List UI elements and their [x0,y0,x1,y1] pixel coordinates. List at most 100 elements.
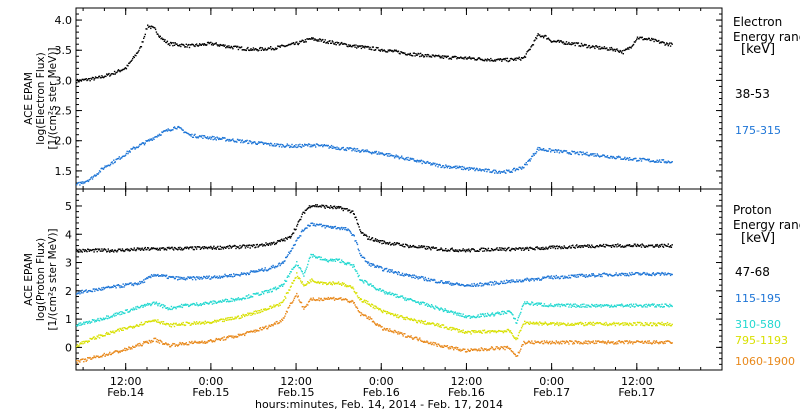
data-point [310,253,312,256]
data-point [610,305,612,307]
data-point [331,206,333,208]
data-point [606,49,609,51]
data-point [483,250,486,252]
data-point [236,273,238,276]
data-point [296,239,298,241]
data-point [372,46,374,48]
data-point [554,149,557,151]
data-point [488,314,490,316]
data-point [257,270,259,273]
data-point [557,303,560,305]
data-point [561,151,564,154]
data-point [82,343,84,345]
data-point [134,282,136,284]
data-point [645,274,647,276]
data-point [377,240,379,243]
data-point [568,324,570,326]
data-point [221,275,223,278]
data-point [624,49,626,52]
y-tick-label: 5 [65,200,72,213]
data-point [418,53,420,55]
data-point [438,164,440,166]
data-point [241,245,243,247]
data-point [557,39,559,42]
data-point [458,312,460,315]
data-point [87,179,89,182]
y-axis-label: log(Electron Flux) [35,52,47,144]
data-point [273,266,275,268]
data-point [97,355,99,357]
data-point [382,50,384,52]
data-point [524,303,527,305]
data-point [77,345,79,347]
data-point [147,26,150,28]
data-point [561,323,563,325]
data-point [137,247,139,249]
data-point [265,242,267,244]
data-point [477,285,479,287]
data-point [255,48,257,50]
data-point [623,246,625,248]
data-point [368,151,370,153]
data-point [457,331,460,333]
data-point [562,247,565,250]
data-point [148,320,150,322]
data-point [507,280,509,282]
data-point [639,244,641,247]
data-point [372,263,374,265]
data-point [137,306,139,308]
data-point [356,47,358,49]
data-point [172,307,174,309]
data-point [264,267,266,269]
data-point [234,140,236,143]
data-point [386,155,389,157]
data-point [418,245,420,247]
data-point [376,307,378,309]
data-point [191,276,193,278]
data-point [486,330,489,333]
data-point [131,248,133,251]
data-point [512,314,514,316]
data-point [230,45,232,48]
data-point [553,245,555,247]
data-point [572,151,574,153]
data-point [100,250,102,252]
data-point [333,43,335,45]
data-point [250,48,252,50]
data-point [495,281,497,283]
data-point [100,77,102,79]
data-point [593,155,595,157]
data-point [602,47,605,50]
data-point [425,278,427,281]
data-point [304,39,307,41]
data-point [338,227,341,229]
data-point [553,149,555,152]
data-point [394,293,397,295]
data-point [351,287,353,289]
data-point [173,343,175,345]
data-point [162,306,164,309]
data-point [152,319,154,321]
data-point [227,300,229,302]
data-point [114,161,116,163]
data-point [404,297,407,299]
data-point [626,304,628,306]
data-point [491,330,494,332]
data-point [559,246,561,249]
data-point [229,138,231,141]
data-point [398,242,400,245]
data-point [93,175,95,177]
data-point [544,34,546,37]
data-point [457,312,459,314]
data-point [658,322,660,324]
data-point [440,280,442,282]
data-point [389,153,391,155]
data-point [79,184,81,186]
data-point [487,330,490,332]
data-point [243,297,245,299]
data-point [513,337,516,339]
data-point [556,303,558,306]
data-point [509,171,512,173]
data-point [211,135,214,138]
data-point [432,246,434,248]
